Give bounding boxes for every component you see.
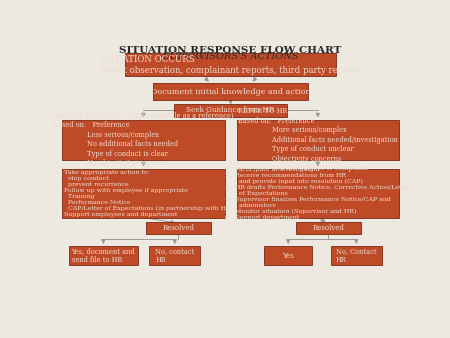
Text: Yes: Yes	[282, 251, 294, 260]
Text: HANDLE YOURSELF (HR is available as a reference)
Based on:   Preference
        : HANDLE YOURSELF (HR is available as a re…	[53, 112, 234, 167]
Text: REFER TO HR
Based on:   Preference
                More serious/complex
        : REFER TO HR Based on: Preference More se…	[238, 107, 398, 172]
Text: 1.  Take appropriate action to:
       stop conduct
       prevent recurrence
2.: 1. Take appropriate action to: stop cond…	[54, 170, 233, 217]
FancyBboxPatch shape	[149, 246, 200, 265]
FancyBboxPatch shape	[53, 38, 409, 304]
Text: SITUATION OCCURS
Direct observation, complainant reports, third party reports: SITUATION OCCURS Direct observation, com…	[100, 55, 361, 74]
FancyBboxPatch shape	[62, 120, 225, 160]
Text: 1.  Participate in investigation
2.  Receive recommendations from HR
       and : 1. Participate in investigation 2. Recei…	[225, 167, 410, 220]
FancyBboxPatch shape	[125, 53, 336, 76]
FancyBboxPatch shape	[237, 169, 399, 218]
Text: Yes, document and
send file to HR: Yes, document and send file to HR	[72, 247, 135, 264]
Text: Resolved: Resolved	[162, 224, 194, 233]
FancyBboxPatch shape	[69, 246, 138, 265]
Text: SUPERVISORS'S ACTIONS: SUPERVISORS'S ACTIONS	[163, 52, 298, 61]
FancyBboxPatch shape	[296, 222, 361, 235]
Text: No, Contact
HR: No, Contact HR	[336, 247, 377, 264]
FancyBboxPatch shape	[153, 83, 308, 100]
Text: No, contact
HR: No, contact HR	[155, 247, 194, 264]
Text: Seek Guidance from HR: Seek Guidance from HR	[186, 106, 275, 114]
FancyBboxPatch shape	[62, 169, 225, 218]
Text: SITUATION RESPONSE FLOW CHART: SITUATION RESPONSE FLOW CHART	[119, 46, 342, 55]
Text: Document initial knowledge and action: Document initial knowledge and action	[151, 88, 310, 96]
Text: Resolved: Resolved	[312, 224, 344, 233]
FancyBboxPatch shape	[265, 246, 312, 265]
FancyBboxPatch shape	[146, 222, 211, 235]
FancyBboxPatch shape	[237, 120, 399, 160]
FancyBboxPatch shape	[331, 246, 382, 265]
FancyBboxPatch shape	[174, 104, 288, 117]
